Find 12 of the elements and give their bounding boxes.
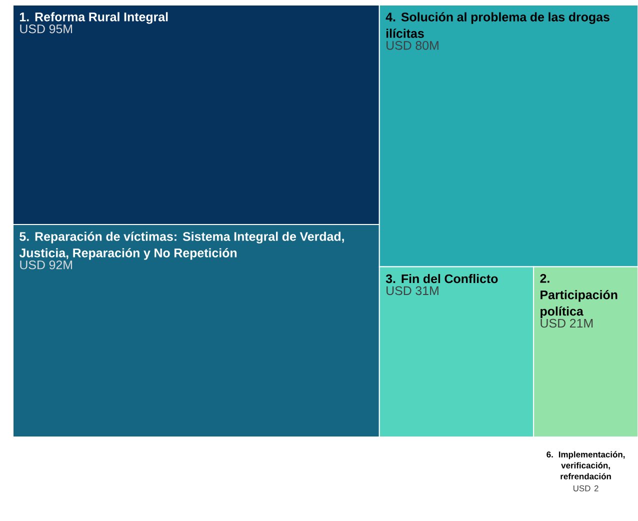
category-label: 3. Fin del Conflicto	[386, 274, 498, 284]
category-label: 4. Solución al problema de las drogas ilícitas	[386, 12, 610, 38]
category-label: 1. Reforma Rural Integral	[20, 12, 168, 24]
data-label: USD 21M	[540, 318, 593, 328]
data-label: USD 80M	[386, 41, 438, 50]
data-label: USD 31M	[386, 286, 438, 296]
data-label: USD 92M	[20, 260, 72, 270]
category-label: 2. Participación política	[540, 274, 618, 318]
category-label: 6. Implementación, verificación, refrendación	[546, 451, 625, 480]
category-label: 5. Reparación de víctimas: Sistema Integral de Verdad, Justicia, Reparación y No Repetición	[19, 232, 344, 260]
data-label: USD 95M	[20, 24, 72, 34]
data-label: USD 2	[573, 485, 598, 492]
